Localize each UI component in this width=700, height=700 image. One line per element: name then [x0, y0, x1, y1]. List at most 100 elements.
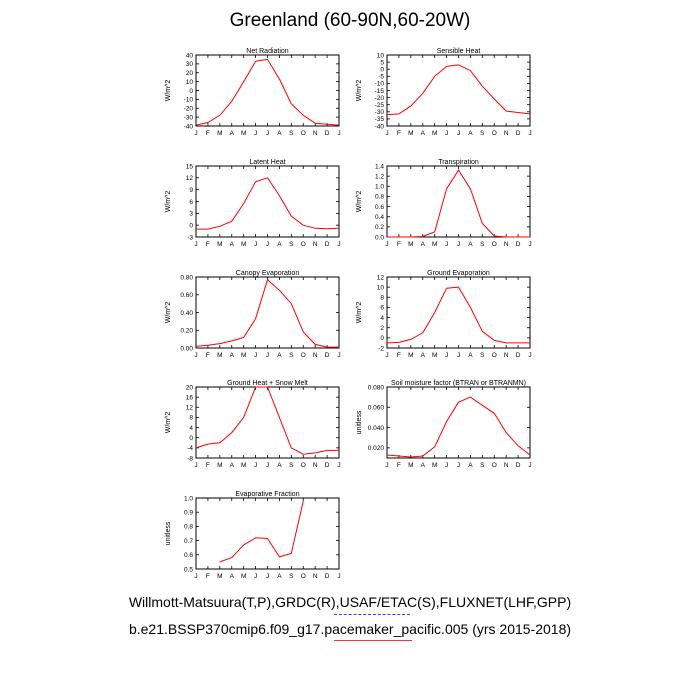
y-tick-label: 0	[380, 335, 384, 342]
y-tick-label: 20	[186, 70, 194, 77]
y-tick-label: -4	[187, 445, 193, 452]
x-tick-label: N	[504, 352, 509, 359]
x-tick-label: D	[516, 241, 521, 248]
x-tick-label: J	[194, 130, 197, 137]
x-tick-label: M	[432, 352, 437, 359]
x-tick-label: J	[528, 241, 531, 248]
y-tick-label: 0.80	[180, 274, 193, 281]
x-tick-label: J	[266, 352, 269, 359]
x-tick-label: M	[408, 462, 413, 469]
x-tick-label: F	[397, 352, 401, 359]
x-tick-label: M	[217, 241, 222, 248]
y-tick-label: 0.8	[184, 524, 193, 531]
series-line	[386, 286, 530, 344]
series-line	[386, 64, 531, 116]
x-tick-label: J	[266, 241, 269, 248]
y-tick-label: 0	[189, 435, 193, 442]
y-axis-label: unitless	[356, 410, 363, 434]
x-tick-label: M	[408, 130, 413, 137]
x-tick-label: O	[492, 352, 497, 359]
y-tick-label: 1.2	[375, 173, 384, 180]
x-tick-label: D	[516, 352, 521, 359]
y-tick-label: 4	[380, 315, 384, 322]
y-tick-label: 0	[380, 67, 384, 74]
plot-frame	[386, 54, 531, 127]
x-tick-label: J	[266, 462, 269, 469]
x-tick-label: N	[313, 241, 318, 248]
y-tick-label: -20	[375, 95, 385, 102]
series-line	[195, 278, 339, 348]
x-tick-label: J	[337, 573, 340, 580]
red-underline	[334, 640, 412, 641]
y-tick-label: 0	[189, 88, 193, 95]
y-axis-label: W/m^2	[356, 191, 363, 213]
y-tick-label: 12	[186, 175, 194, 182]
y-tick-label: 16	[186, 394, 194, 401]
x-tick-label: J	[457, 241, 460, 248]
x-tick-label: F	[397, 241, 401, 248]
y-tick-label: 6	[380, 305, 384, 312]
x-tick-label: A	[230, 573, 235, 580]
y-tick-label: 0.9	[184, 510, 193, 517]
y-tick-label: 0.6	[375, 204, 384, 211]
y-tick-label: 1.0	[375, 184, 384, 191]
x-tick-label: N	[313, 130, 318, 137]
y-tick-label: -35	[375, 116, 385, 123]
x-tick-label: J	[337, 241, 340, 248]
y-tick-label: 40	[186, 52, 194, 59]
x-tick-label: N	[504, 130, 509, 137]
series-line	[386, 396, 531, 458]
x-tick-label: J	[194, 462, 197, 469]
y-tick-label: -10	[184, 97, 194, 104]
y-tick-label: -20	[184, 106, 194, 113]
series-line	[195, 58, 340, 126]
panel-title: Ground Evaporation	[427, 270, 490, 277]
x-tick-label: O	[301, 462, 306, 469]
y-axis-label: W/m^2	[165, 191, 172, 213]
panel-title: Evaporative Fraction	[235, 491, 299, 498]
x-tick-label: A	[421, 462, 426, 469]
y-tick-label: 12	[186, 405, 194, 412]
x-tick-label: M	[432, 130, 437, 137]
x-tick-label: A	[230, 241, 235, 248]
x-tick-label: O	[492, 462, 497, 469]
plot-frame	[386, 386, 531, 459]
y-tick-label: 9	[189, 187, 193, 194]
x-tick-label: N	[313, 462, 318, 469]
x-tick-label: A	[277, 573, 282, 580]
x-tick-label: S	[480, 241, 485, 248]
y-tick-label: 0.0	[375, 234, 384, 241]
y-tick-label: 8	[189, 415, 193, 422]
x-tick-label: O	[301, 130, 306, 137]
panel-title: Transpiration	[438, 159, 479, 166]
x-tick-label: M	[241, 352, 246, 359]
x-tick-label: A	[277, 241, 282, 248]
y-tick-label: 1.0	[184, 495, 193, 502]
x-tick-label: M	[241, 130, 246, 137]
x-tick-label: M	[408, 352, 413, 359]
series-line	[196, 177, 340, 230]
y-tick-label: 10	[377, 52, 385, 59]
x-tick-label: A	[468, 462, 473, 469]
x-tick-label: A	[421, 352, 426, 359]
footer-sources: Willmott-Matsuura(T,P),GRDC(R),USAF/ETAC…	[128, 594, 572, 610]
y-tick-label: -5	[378, 74, 384, 81]
x-tick-label: J	[445, 130, 448, 137]
x-tick-label: M	[432, 241, 437, 248]
x-tick-label: A	[230, 352, 235, 359]
x-tick-label: J	[457, 352, 460, 359]
series-line	[387, 169, 530, 238]
x-tick-label: O	[301, 352, 306, 359]
x-tick-label: J	[445, 462, 448, 469]
x-tick-label: J	[445, 241, 448, 248]
y-tick-label: 0.6	[184, 552, 193, 559]
x-tick-label: F	[397, 130, 401, 137]
y-tick-label: -40	[184, 123, 194, 130]
y-tick-label: 0.20	[180, 328, 193, 335]
x-tick-label: D	[516, 130, 521, 137]
x-tick-label: J	[194, 241, 197, 248]
